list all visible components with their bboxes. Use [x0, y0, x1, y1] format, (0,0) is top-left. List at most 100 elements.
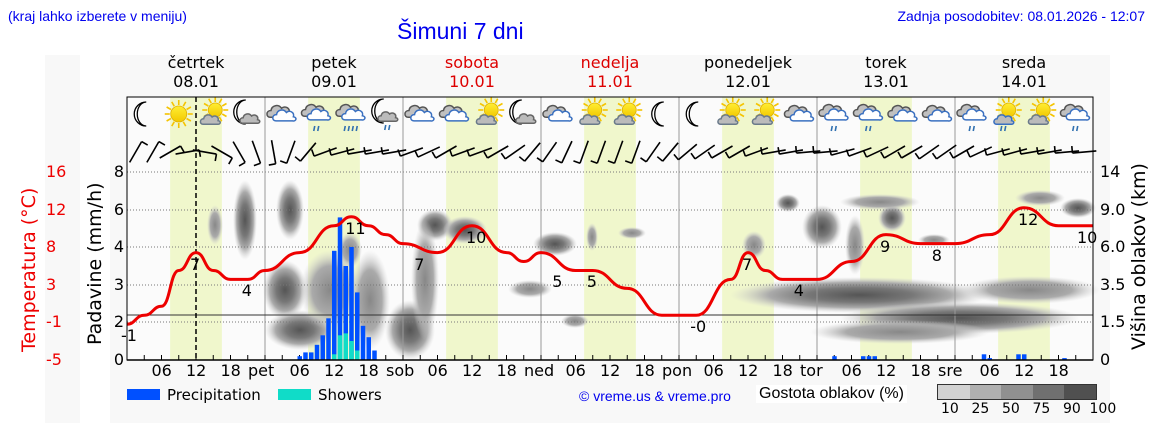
day-date: 14.01 — [1001, 72, 1047, 91]
day-date: 08.01 — [173, 72, 219, 91]
time-tick: 18 — [220, 361, 241, 380]
cloud-rain-icon — [818, 103, 849, 132]
cloud-density-scale-label: 75 — [1032, 401, 1051, 417]
day-label: petek 09.01 — [264, 53, 404, 91]
temperature-axis-panel — [45, 55, 80, 423]
day-name: petek — [311, 53, 357, 72]
time-tick: sob — [386, 361, 415, 380]
temperature-value: 12 — [1018, 209, 1039, 229]
copyright-link[interactable]: © vreme.us & vreme.pro — [579, 388, 731, 404]
temperature-value: 7 — [190, 254, 201, 274]
wind-barb-icon — [268, 140, 277, 166]
wind-barb-icon — [1001, 148, 1028, 156]
temperature-value: 4 — [241, 281, 252, 301]
cloud-icon — [887, 104, 918, 122]
wind-barb-icon — [328, 148, 355, 156]
wind-barb-icon — [724, 145, 751, 159]
time-tick: ned — [524, 361, 555, 380]
wind-barb-icon — [897, 145, 923, 159]
cloud-rain-icon — [1059, 103, 1091, 132]
wind-barb-icon — [590, 140, 607, 165]
wind-barb-icon — [573, 140, 589, 165]
time-tick: 18 — [910, 361, 931, 380]
sun-cloud-icon — [613, 97, 643, 125]
temperature-tick: 3 — [46, 275, 57, 294]
moon-icon — [133, 101, 147, 127]
wind-barb-icon — [690, 144, 716, 160]
cloud-density-scale — [937, 384, 1097, 400]
time-tick: 06 — [703, 361, 724, 380]
wind-barb-icon — [949, 145, 975, 159]
wind-barb-icon — [251, 140, 262, 167]
day-label: ponedeljek 12.01 — [678, 53, 818, 91]
temperature-value: 7 — [742, 254, 753, 274]
wind-barb-icon — [346, 147, 372, 155]
precipitation-tick: 2 — [113, 312, 124, 331]
precipitation-bars — [297, 217, 1067, 360]
wind-barb-icon — [414, 146, 441, 158]
cloud-density-scale-label: 90 — [1063, 401, 1081, 417]
time-tick: 06 — [565, 361, 586, 380]
cloud-density-scale-label: 10 — [941, 401, 959, 417]
cloud-icon — [921, 104, 953, 122]
time-tick: 12 — [1014, 361, 1035, 380]
day-name: sobota — [444, 53, 500, 72]
cloud-rain-icon — [956, 103, 987, 132]
precipitation-tick: 6 — [113, 200, 124, 219]
time-tick: 12 — [738, 361, 759, 380]
cloud-density-swatch — [969, 385, 1002, 399]
day-name: torek — [865, 53, 907, 72]
sun-cloud-icon — [717, 97, 746, 125]
wind-barb-icon — [363, 147, 390, 155]
sun-cloud-icon — [1027, 97, 1057, 125]
day-name: ponedeljek — [704, 53, 792, 72]
time-tick: sre — [938, 361, 963, 380]
last-update: Zadnja posodobitev: 08.01.2026 - 12:07 — [897, 8, 1145, 24]
temperature-value: 11 — [345, 218, 366, 238]
temperature-value: 8 — [931, 245, 942, 265]
time-tick: 18 — [496, 361, 517, 380]
wind-barb-icon — [1071, 146, 1097, 154]
time-tick: 12 — [600, 361, 621, 380]
time-tick: 12 — [186, 361, 207, 380]
temperature-value: 5 — [552, 272, 563, 292]
wind-barb-icon — [159, 145, 185, 159]
wind-barb-icon — [466, 147, 493, 157]
time-tick: 12 — [462, 361, 483, 380]
wind-barb-icon — [211, 145, 233, 165]
cloud-density-swatch — [1032, 385, 1065, 399]
time-tick: 12 — [876, 361, 897, 380]
cloud-icon — [783, 104, 815, 122]
wind-barbs — [128, 140, 1097, 167]
time-tick: 06 — [979, 361, 1000, 380]
cloud-height-tick: 0 — [1100, 350, 1111, 369]
sun-cloud-icon — [199, 97, 229, 125]
wind-barb-icon — [845, 147, 872, 157]
cloud-rain-icon — [300, 103, 332, 132]
day-date: 10.01 — [449, 72, 495, 91]
wind-barb-icon — [880, 145, 906, 159]
temperature-tick: 8 — [46, 237, 57, 256]
temperature-tick: -5 — [46, 350, 62, 369]
time-tick: 12 — [324, 361, 345, 380]
time-tick: 18 — [358, 361, 379, 380]
temperature-tick: 12 — [46, 200, 67, 219]
wind-barb-icon — [966, 146, 993, 158]
day-name: sreda — [1001, 53, 1047, 72]
wind-barb-icon — [500, 144, 526, 160]
temperature-value: -0 — [690, 317, 707, 337]
time-tick: 06 — [841, 361, 862, 380]
cloud-density-scale-label: 25 — [971, 401, 990, 417]
time-tick: pet — [248, 361, 275, 380]
time-tick: 18 — [772, 361, 793, 380]
day-label: sreda 14.01 — [954, 53, 1094, 91]
precipitation-tick: 4 — [113, 237, 124, 256]
wind-barb-icon — [310, 147, 337, 157]
day-label: sobota 10.01 — [402, 53, 542, 91]
wind-barb-icon — [232, 141, 246, 167]
wind-barb-icon — [483, 145, 509, 159]
wind-barb-icon — [795, 146, 821, 154]
time-tick: 06 — [151, 361, 172, 380]
wind-barb-icon — [1018, 147, 1045, 155]
